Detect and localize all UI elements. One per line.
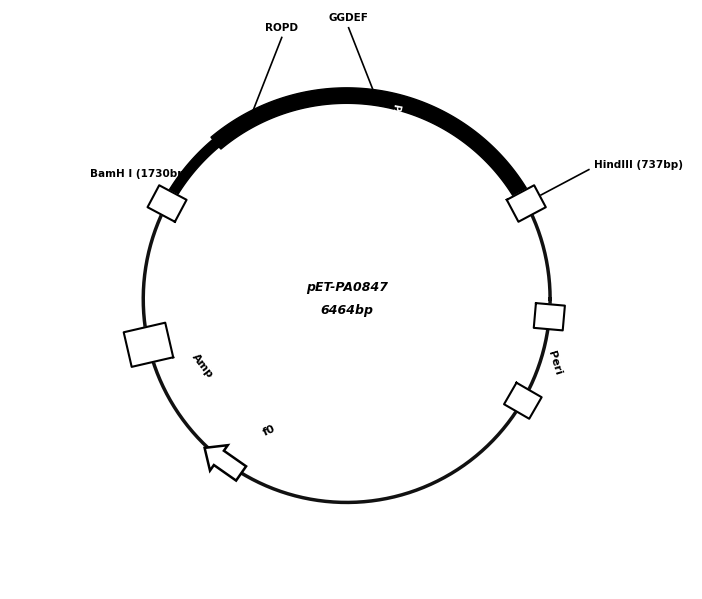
Polygon shape xyxy=(147,185,187,222)
Text: Peri: Peri xyxy=(546,349,563,376)
Polygon shape xyxy=(504,383,542,419)
Text: 6464bp: 6464bp xyxy=(320,304,373,317)
Polygon shape xyxy=(507,185,546,222)
Text: BamH I (1730bp): BamH I (1730bp) xyxy=(90,170,190,180)
Text: HindIII (737bp): HindIII (737bp) xyxy=(594,160,683,170)
Polygon shape xyxy=(163,140,219,206)
Text: ROPD: ROPD xyxy=(265,23,298,32)
Polygon shape xyxy=(534,303,565,331)
Polygon shape xyxy=(204,445,246,480)
Text: Amp: Amp xyxy=(190,352,216,380)
Polygon shape xyxy=(211,88,533,207)
Text: PA0847: PA0847 xyxy=(383,102,401,144)
Text: pET-PA0847: pET-PA0847 xyxy=(305,281,388,294)
Text: f0: f0 xyxy=(261,423,277,438)
Polygon shape xyxy=(124,323,173,367)
Text: GGDEF: GGDEF xyxy=(329,13,369,23)
